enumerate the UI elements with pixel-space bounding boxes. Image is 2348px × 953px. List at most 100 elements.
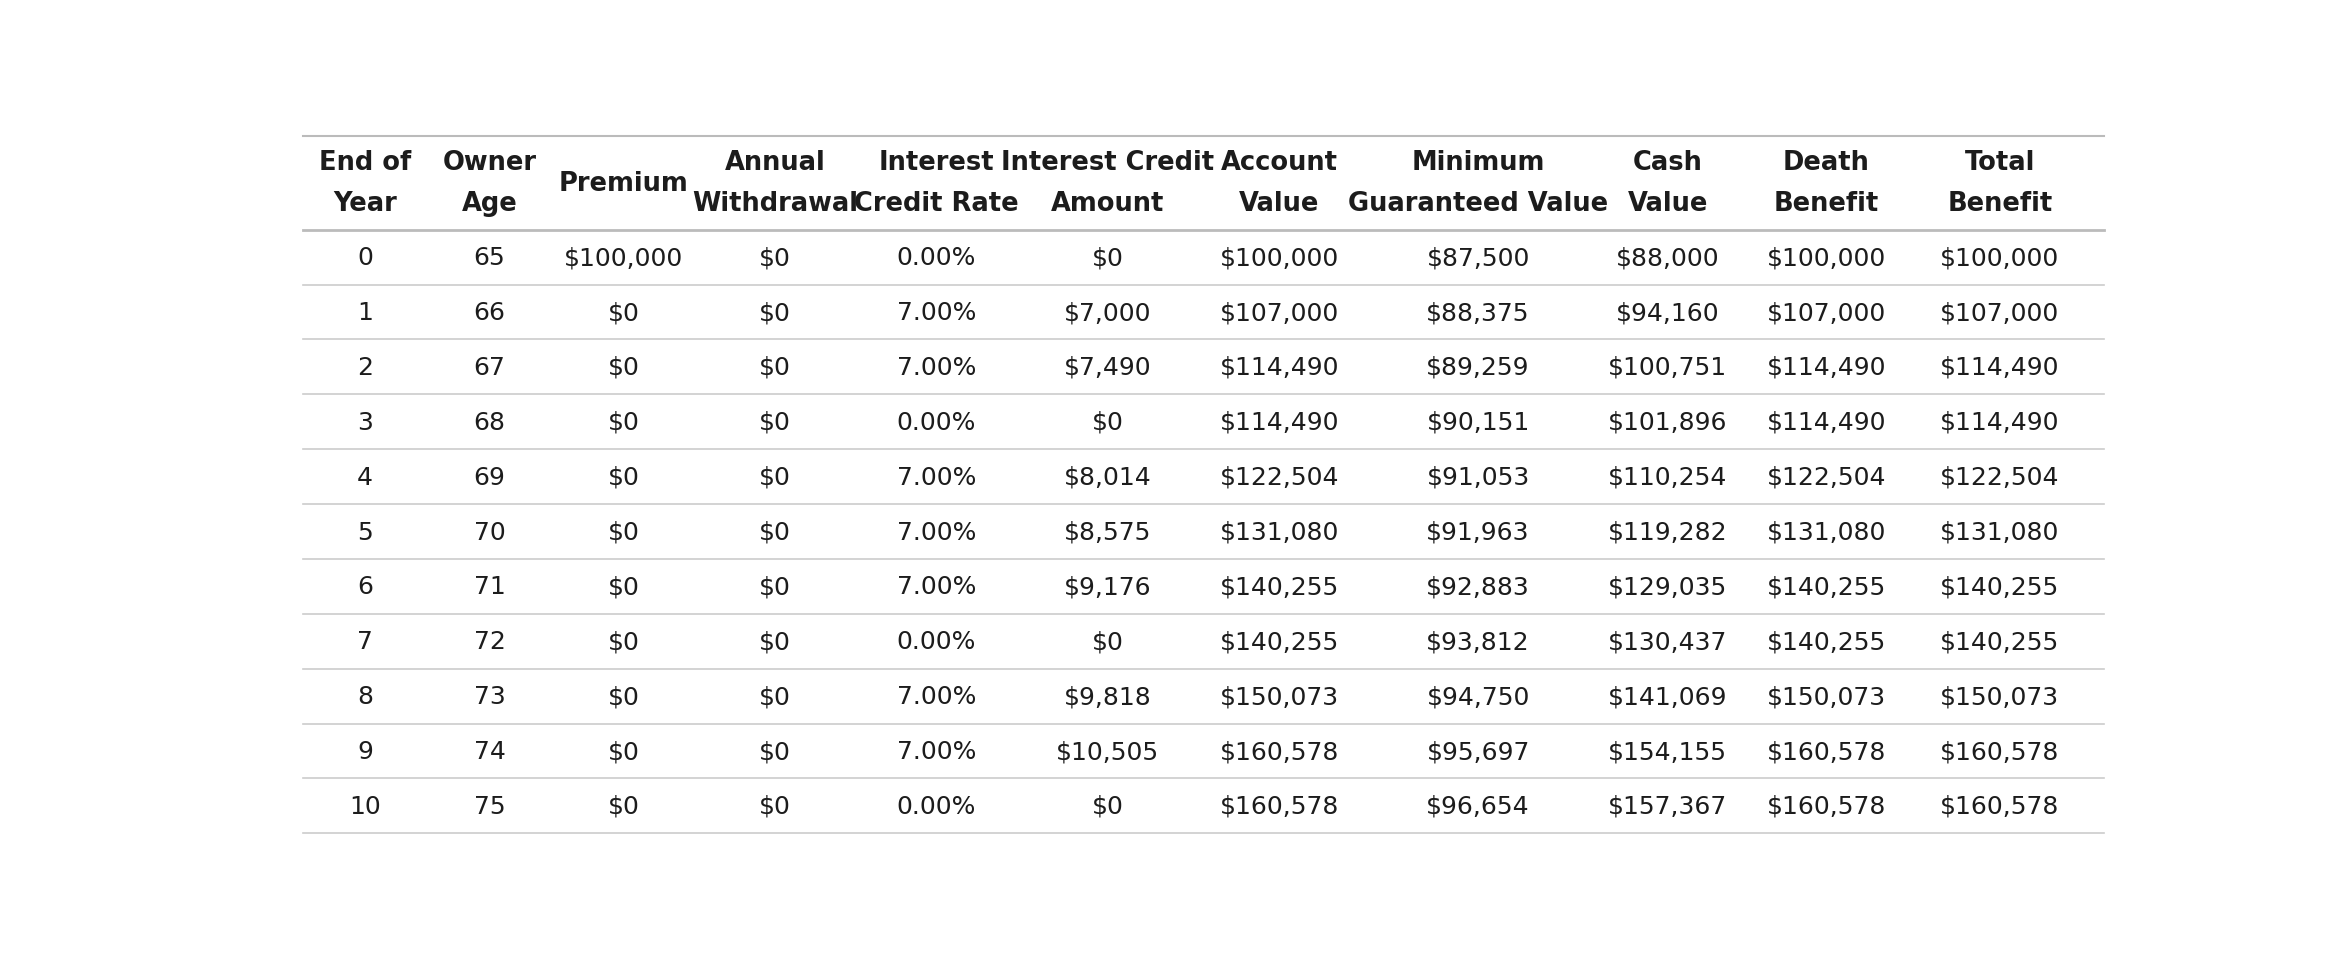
Text: $160,578: $160,578 bbox=[1939, 794, 2059, 818]
Text: Amount: Amount bbox=[1052, 192, 1165, 217]
Text: $88,375: $88,375 bbox=[1425, 301, 1531, 325]
Text: $8,014: $8,014 bbox=[1064, 465, 1151, 489]
Text: $160,578: $160,578 bbox=[1219, 740, 1338, 763]
Text: $0: $0 bbox=[608, 411, 639, 435]
Text: $7,000: $7,000 bbox=[1064, 301, 1151, 325]
Text: $107,000: $107,000 bbox=[1766, 301, 1885, 325]
Text: $114,490: $114,490 bbox=[1766, 355, 1885, 379]
Text: $100,000: $100,000 bbox=[1766, 246, 1885, 270]
Text: 7.00%: 7.00% bbox=[897, 520, 977, 544]
Text: End of: End of bbox=[319, 150, 411, 175]
Text: $0: $0 bbox=[608, 301, 639, 325]
Text: 1: 1 bbox=[357, 301, 373, 325]
Text: $0: $0 bbox=[1092, 794, 1125, 818]
Text: Total: Total bbox=[1965, 150, 2036, 175]
Text: $122,504: $122,504 bbox=[1766, 465, 1885, 489]
Text: 70: 70 bbox=[474, 520, 505, 544]
Text: $0: $0 bbox=[758, 575, 791, 598]
Text: $0: $0 bbox=[608, 794, 639, 818]
Text: $140,255: $140,255 bbox=[1219, 630, 1338, 654]
Text: Death: Death bbox=[1782, 150, 1869, 175]
Text: 2: 2 bbox=[357, 355, 373, 379]
Text: 72: 72 bbox=[474, 630, 505, 654]
Text: 71: 71 bbox=[474, 575, 505, 598]
Text: $154,155: $154,155 bbox=[1608, 740, 1728, 763]
Text: 9: 9 bbox=[357, 740, 373, 763]
Text: 6: 6 bbox=[357, 575, 373, 598]
Text: $110,254: $110,254 bbox=[1608, 465, 1728, 489]
Text: $100,000: $100,000 bbox=[1939, 246, 2059, 270]
Text: 75: 75 bbox=[474, 794, 505, 818]
Text: $114,490: $114,490 bbox=[1939, 411, 2059, 435]
Text: $0: $0 bbox=[758, 301, 791, 325]
Text: Year: Year bbox=[333, 192, 397, 217]
Text: 69: 69 bbox=[474, 465, 505, 489]
Text: 73: 73 bbox=[474, 684, 505, 708]
Text: $91,963: $91,963 bbox=[1425, 520, 1531, 544]
Text: $0: $0 bbox=[758, 684, 791, 708]
Text: $10,505: $10,505 bbox=[1057, 740, 1160, 763]
Text: $114,490: $114,490 bbox=[1766, 411, 1885, 435]
Text: $0: $0 bbox=[608, 355, 639, 379]
Text: $0: $0 bbox=[758, 520, 791, 544]
Text: $157,367: $157,367 bbox=[1608, 794, 1728, 818]
Text: $129,035: $129,035 bbox=[1608, 575, 1728, 598]
Text: $0: $0 bbox=[758, 355, 791, 379]
Text: $119,282: $119,282 bbox=[1608, 520, 1728, 544]
Text: $101,896: $101,896 bbox=[1608, 411, 1728, 435]
Text: 65: 65 bbox=[474, 246, 505, 270]
Text: $95,697: $95,697 bbox=[1428, 740, 1531, 763]
Text: $150,073: $150,073 bbox=[1219, 684, 1338, 708]
Text: $140,255: $140,255 bbox=[1939, 575, 2059, 598]
Text: $0: $0 bbox=[608, 520, 639, 544]
Text: $0: $0 bbox=[758, 246, 791, 270]
Text: $160,578: $160,578 bbox=[1766, 740, 1885, 763]
Text: 7.00%: 7.00% bbox=[897, 575, 977, 598]
Text: Age: Age bbox=[463, 192, 517, 217]
Text: $87,500: $87,500 bbox=[1428, 246, 1531, 270]
Text: $0: $0 bbox=[608, 575, 639, 598]
Text: $91,053: $91,053 bbox=[1428, 465, 1531, 489]
Text: 8: 8 bbox=[357, 684, 373, 708]
Text: 4: 4 bbox=[357, 465, 373, 489]
Text: Cash: Cash bbox=[1632, 150, 1702, 175]
Text: $114,490: $114,490 bbox=[1219, 411, 1338, 435]
Text: $89,259: $89,259 bbox=[1425, 355, 1531, 379]
Text: 5: 5 bbox=[357, 520, 373, 544]
Text: $0: $0 bbox=[608, 740, 639, 763]
Text: $131,080: $131,080 bbox=[1939, 520, 2059, 544]
Text: Premium: Premium bbox=[559, 171, 688, 196]
Text: $100,000: $100,000 bbox=[564, 246, 683, 270]
Text: $0: $0 bbox=[758, 465, 791, 489]
Text: $140,255: $140,255 bbox=[1219, 575, 1338, 598]
Text: Value: Value bbox=[1240, 192, 1320, 217]
Text: Benefit: Benefit bbox=[1946, 192, 2052, 217]
Text: $0: $0 bbox=[608, 465, 639, 489]
Text: $140,255: $140,255 bbox=[1939, 630, 2059, 654]
Text: $9,818: $9,818 bbox=[1064, 684, 1151, 708]
Text: Credit Rate: Credit Rate bbox=[855, 192, 1019, 217]
Text: 10: 10 bbox=[350, 794, 380, 818]
Text: 7.00%: 7.00% bbox=[897, 465, 977, 489]
Text: $88,000: $88,000 bbox=[1615, 246, 1719, 270]
Text: $92,883: $92,883 bbox=[1425, 575, 1531, 598]
Text: $96,654: $96,654 bbox=[1425, 794, 1531, 818]
Text: $140,255: $140,255 bbox=[1766, 630, 1885, 654]
Text: $140,255: $140,255 bbox=[1766, 575, 1885, 598]
Text: $122,504: $122,504 bbox=[1219, 465, 1338, 489]
Text: $100,751: $100,751 bbox=[1608, 355, 1728, 379]
Text: $0: $0 bbox=[758, 740, 791, 763]
Text: 7: 7 bbox=[357, 630, 373, 654]
Text: 68: 68 bbox=[474, 411, 505, 435]
Text: $160,578: $160,578 bbox=[1219, 794, 1338, 818]
Text: Benefit: Benefit bbox=[1773, 192, 1878, 217]
Text: $131,080: $131,080 bbox=[1766, 520, 1885, 544]
Text: 67: 67 bbox=[474, 355, 505, 379]
Text: $0: $0 bbox=[1092, 246, 1125, 270]
Text: $160,578: $160,578 bbox=[1766, 794, 1885, 818]
Text: Interest: Interest bbox=[878, 150, 993, 175]
Text: $160,578: $160,578 bbox=[1939, 740, 2059, 763]
Text: 0.00%: 0.00% bbox=[897, 411, 977, 435]
Text: $93,812: $93,812 bbox=[1425, 630, 1531, 654]
Text: 3: 3 bbox=[357, 411, 373, 435]
